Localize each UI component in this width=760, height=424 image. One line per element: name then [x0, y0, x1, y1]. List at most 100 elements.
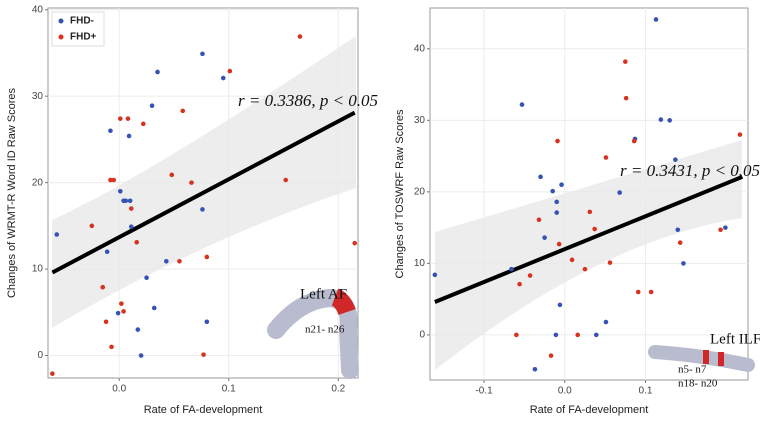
data-point: [623, 95, 629, 101]
data-point: [177, 258, 182, 264]
trend-line: [434, 174, 744, 304]
data-point: [658, 117, 664, 122]
tract-label: Left ILF: [710, 331, 760, 347]
data-point: [121, 309, 126, 314]
data-point: [587, 209, 593, 215]
data-point: [582, 266, 588, 272]
tract-label: Left AF: [300, 286, 347, 302]
data-point: [204, 254, 210, 260]
data-point: [135, 327, 141, 332]
data-point: [200, 51, 205, 57]
x-tick-label: 0.1: [639, 386, 653, 397]
data-point: [723, 225, 728, 230]
data-point: [718, 227, 723, 233]
confidence-band: [435, 140, 742, 370]
y-axis-title: Changes of WRMT-R Word ID Raw Scores: [6, 87, 18, 298]
x-axis-title: Rate of FA-development: [530, 404, 649, 416]
y-tick-label: 30: [414, 115, 426, 126]
confidence-band: [52, 36, 356, 328]
data-point: [201, 352, 206, 357]
y-tick-label: 10: [32, 264, 44, 275]
data-point: [737, 132, 743, 137]
data-point: [648, 289, 654, 295]
data-point: [557, 302, 563, 308]
data-point: [220, 75, 226, 81]
data-point: [556, 241, 562, 247]
data-point: [550, 188, 555, 194]
data-point: [681, 261, 686, 266]
data-point: [108, 128, 113, 134]
data-point: [151, 305, 157, 311]
trend-line: [51, 110, 356, 275]
data-point: [555, 138, 560, 144]
annotation: r = 0.3386, p < 0.05: [238, 91, 378, 110]
data-point: [100, 284, 106, 290]
data-point: [141, 121, 146, 127]
data-point: [673, 157, 678, 162]
data-point: [54, 232, 60, 237]
data-point: [125, 116, 131, 121]
data-point: [527, 273, 533, 278]
tract-nodes: n5- n7: [678, 364, 707, 376]
data-point: [204, 319, 210, 325]
legend-label: FHD+: [70, 32, 97, 43]
legend-marker: [58, 34, 64, 40]
data-point: [117, 116, 123, 121]
data-point: [180, 108, 186, 114]
data-point: [103, 319, 109, 325]
x-tick-label: -0.1: [475, 386, 493, 397]
data-point: [554, 210, 560, 215]
x-axis-title: Rate of FA-development: [144, 404, 263, 416]
data-point: [149, 103, 155, 108]
data-point: [155, 69, 160, 75]
data-point: [575, 332, 581, 338]
data-point: [536, 217, 542, 223]
tract-nodes: n21- n26: [305, 324, 345, 336]
data-point: [538, 174, 543, 180]
y-axis-title: Changes of TOSWRF Raw Scores: [394, 109, 406, 278]
data-point: [677, 240, 683, 245]
data-point: [138, 353, 144, 358]
data-point: [553, 332, 559, 338]
data-point: [519, 102, 525, 107]
data-point: [89, 223, 95, 229]
data-point: [603, 155, 609, 160]
data-point: [126, 133, 132, 139]
legend-label: FHD-: [70, 16, 94, 27]
data-point: [635, 289, 641, 295]
data-point: [532, 366, 538, 372]
data-point: [111, 177, 117, 183]
data-point: [119, 301, 124, 306]
data-point: [169, 172, 175, 178]
legend-marker: [58, 18, 64, 24]
y-tick-label: 30: [32, 91, 44, 102]
annotation: r = 0.3431, p < 0.05: [620, 161, 760, 180]
data-point: [115, 310, 121, 316]
data-point: [117, 188, 123, 194]
data-point: [127, 198, 133, 204]
data-point: [104, 249, 110, 255]
mark-layer: 0 10 20 30 40 0.0 0.1 0.2 Rate of FA-development…: [6, 4, 378, 416]
legend-box: [51, 11, 105, 47]
tract-left-ilf: [648, 345, 755, 372]
x-tick-label: 0.1: [222, 384, 236, 395]
data-point: [50, 371, 55, 376]
x-tick-label: 0.2: [331, 384, 345, 395]
data-point: [108, 177, 113, 183]
data-point: [227, 68, 233, 74]
data-point: [667, 118, 673, 123]
mark-layer: 0 10 20 30 40 -0.1 0.0 0.1 Rate of FA-developmen…: [394, 17, 760, 416]
y-tick-label: 20: [32, 177, 44, 188]
data-point: [189, 180, 194, 185]
data-point: [432, 272, 438, 278]
data-point: [144, 275, 149, 281]
y-tick-label: 20: [414, 186, 426, 197]
y-tick-label: 0: [37, 350, 43, 361]
data-point: [617, 190, 622, 195]
data-point: [297, 34, 303, 39]
data-point: [109, 344, 114, 350]
y-tick-label: 10: [414, 258, 426, 269]
data-point: [559, 182, 564, 187]
x-tick-label: 0.0: [112, 384, 126, 395]
data-point: [593, 332, 599, 338]
